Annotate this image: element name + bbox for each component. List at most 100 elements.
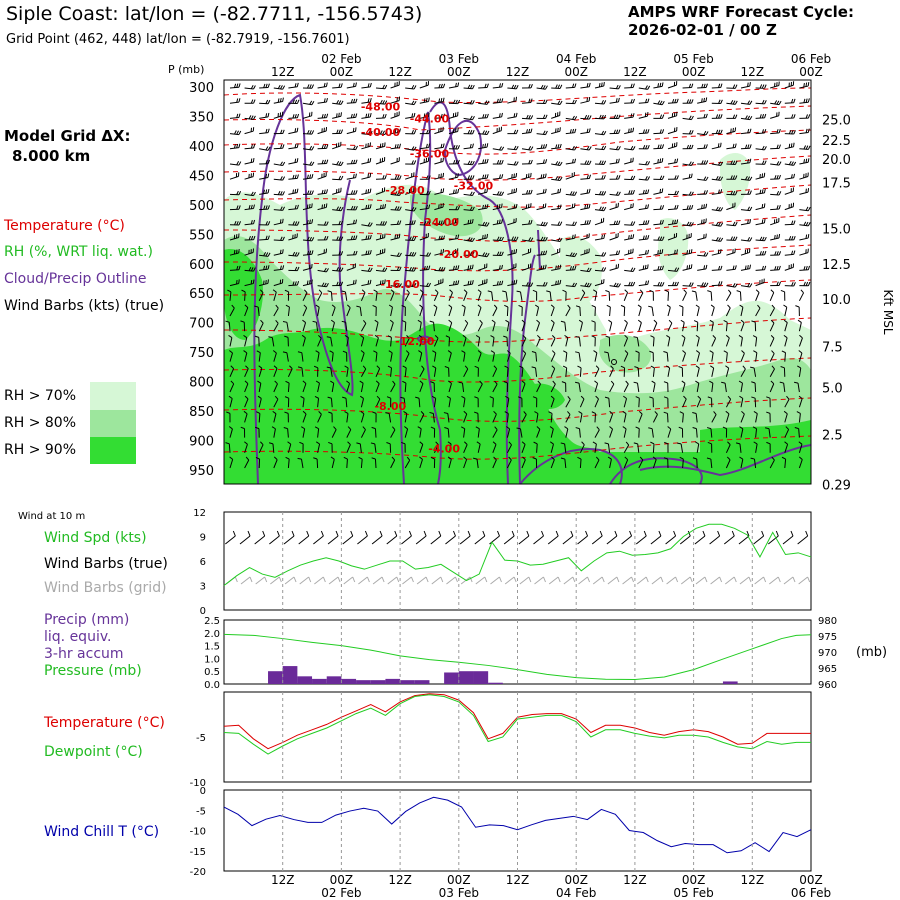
wind-barb-staff <box>229 383 235 393</box>
wind-barb-feather <box>793 220 796 225</box>
wind-barb-feather <box>736 290 741 293</box>
wind-barb-staff <box>667 269 678 272</box>
wind-barb-feather <box>654 411 658 415</box>
wind-barb-feather <box>428 265 431 270</box>
wind-barb-feather <box>595 395 599 400</box>
wind-barb-feather <box>705 144 708 149</box>
wind-barb-staff <box>740 428 744 438</box>
wind-barb-feather <box>720 189 723 194</box>
wind-barb-feather <box>659 175 663 180</box>
wind-barb-staff <box>594 282 604 287</box>
wind-barb-staff <box>390 160 400 165</box>
pressure-tick: 650 <box>189 287 214 302</box>
wind-barb-staff <box>477 428 480 438</box>
wind-barb-staff <box>433 352 437 362</box>
wind-barb-feather <box>302 319 306 323</box>
wind-barb-feather <box>267 265 270 270</box>
wind-barb-feather <box>294 128 297 133</box>
wind-barb-feather <box>778 174 781 180</box>
wind-barb-feather <box>505 319 510 323</box>
wind-barb-feather <box>265 189 268 194</box>
legend-rh80-label: RH > 80% <box>4 415 77 431</box>
wind-barb-feather <box>486 113 489 118</box>
wind-barb-feather <box>423 98 426 103</box>
wind-barb-feather <box>267 279 269 284</box>
wind-barb-feather <box>382 279 384 285</box>
wind-barb-staff <box>580 148 590 151</box>
wind-barb-staff <box>477 292 482 301</box>
wind-barb-feather <box>336 113 338 118</box>
wind-barb-feather <box>498 219 501 224</box>
wind-barb-feather <box>236 279 238 285</box>
pressure-tick: 300 <box>189 81 214 96</box>
wind-barb-staff <box>740 322 745 332</box>
wind-barb-staff <box>798 459 803 469</box>
wind-barb-feather <box>369 82 372 88</box>
bottom-date-label: 04 Feb <box>556 886 596 900</box>
wind-barb-staff <box>403 398 406 408</box>
wind-barb-feather <box>703 113 706 119</box>
wind-barb-staff <box>711 192 721 195</box>
wind-barb-feather <box>537 380 541 385</box>
wind-barb-feather <box>634 366 639 369</box>
wind-barb-staff <box>492 268 502 271</box>
wind-barb-staff <box>287 458 290 469</box>
wind-barb-staff <box>244 383 249 393</box>
wind-barb-feather <box>471 280 474 285</box>
wind-barb-feather <box>469 143 472 148</box>
wind-barb-feather <box>504 365 509 369</box>
wind-barb-feather <box>601 234 603 239</box>
wind-barb-staff <box>361 86 371 89</box>
wind-barb-feather <box>734 221 738 226</box>
wind-barb-feather <box>718 237 721 242</box>
wind-barb-feather <box>564 426 569 430</box>
wind-barb-staff <box>798 322 802 332</box>
wind-barb-feather <box>730 175 733 180</box>
wind-barb-grid-feather <box>249 576 253 583</box>
wind-barb-feather <box>691 144 694 149</box>
wind-barb-true <box>723 535 735 545</box>
wind-barb-feather <box>244 380 249 384</box>
wind-barb-feather <box>474 365 479 369</box>
wind-barb-feather <box>472 115 475 120</box>
wind-barb-feather <box>683 289 687 294</box>
wind-barb-feather <box>252 279 255 284</box>
wind-barb-grid-feather <box>396 576 400 583</box>
wind-barb-staff <box>755 352 758 362</box>
wind-barb-feather <box>496 251 500 256</box>
wind-barb-true <box>401 535 412 545</box>
wind-barb-feather <box>599 114 602 119</box>
wind-barb-feather <box>236 130 239 135</box>
wind-barb-feather <box>353 190 356 195</box>
wind-barb-feather <box>624 334 628 339</box>
top-hour-label: 00Z <box>564 65 588 79</box>
wind-barb-staff <box>579 322 583 332</box>
wind-barb-staff <box>317 252 327 256</box>
wind-barb-feather <box>661 114 665 119</box>
wind-barb-feather <box>575 427 580 430</box>
wind-barb-feather <box>793 130 796 135</box>
wind-tick: 3 <box>200 582 206 593</box>
wind-barb-feather <box>807 145 811 150</box>
wind-barb-feather <box>250 99 254 104</box>
wind-barb-staff <box>638 322 642 332</box>
wind-barb-feather <box>557 265 560 270</box>
wind-barb-feather <box>770 319 775 324</box>
wind-barb-feather <box>665 365 670 369</box>
wind-barb-feather <box>282 97 284 102</box>
wind-barb-feather <box>676 175 679 180</box>
wind-barb-staff <box>288 146 298 150</box>
wind-barb-feather <box>482 174 485 179</box>
wind-barb-staff <box>390 352 393 362</box>
wind-barb-staff <box>302 322 307 332</box>
wind-barb-feather <box>455 265 458 270</box>
wind-barb-staff <box>492 459 497 469</box>
wind-barb-feather <box>545 159 548 164</box>
wind-barb-staff <box>346 367 349 377</box>
wind-barb-feather <box>632 189 635 195</box>
wind-barb-staff <box>521 117 532 120</box>
wind-barb-true <box>635 535 647 545</box>
wind-barb-feather <box>515 146 519 151</box>
wind-barb-feather <box>309 190 312 195</box>
wind-barb-feather <box>676 267 680 272</box>
